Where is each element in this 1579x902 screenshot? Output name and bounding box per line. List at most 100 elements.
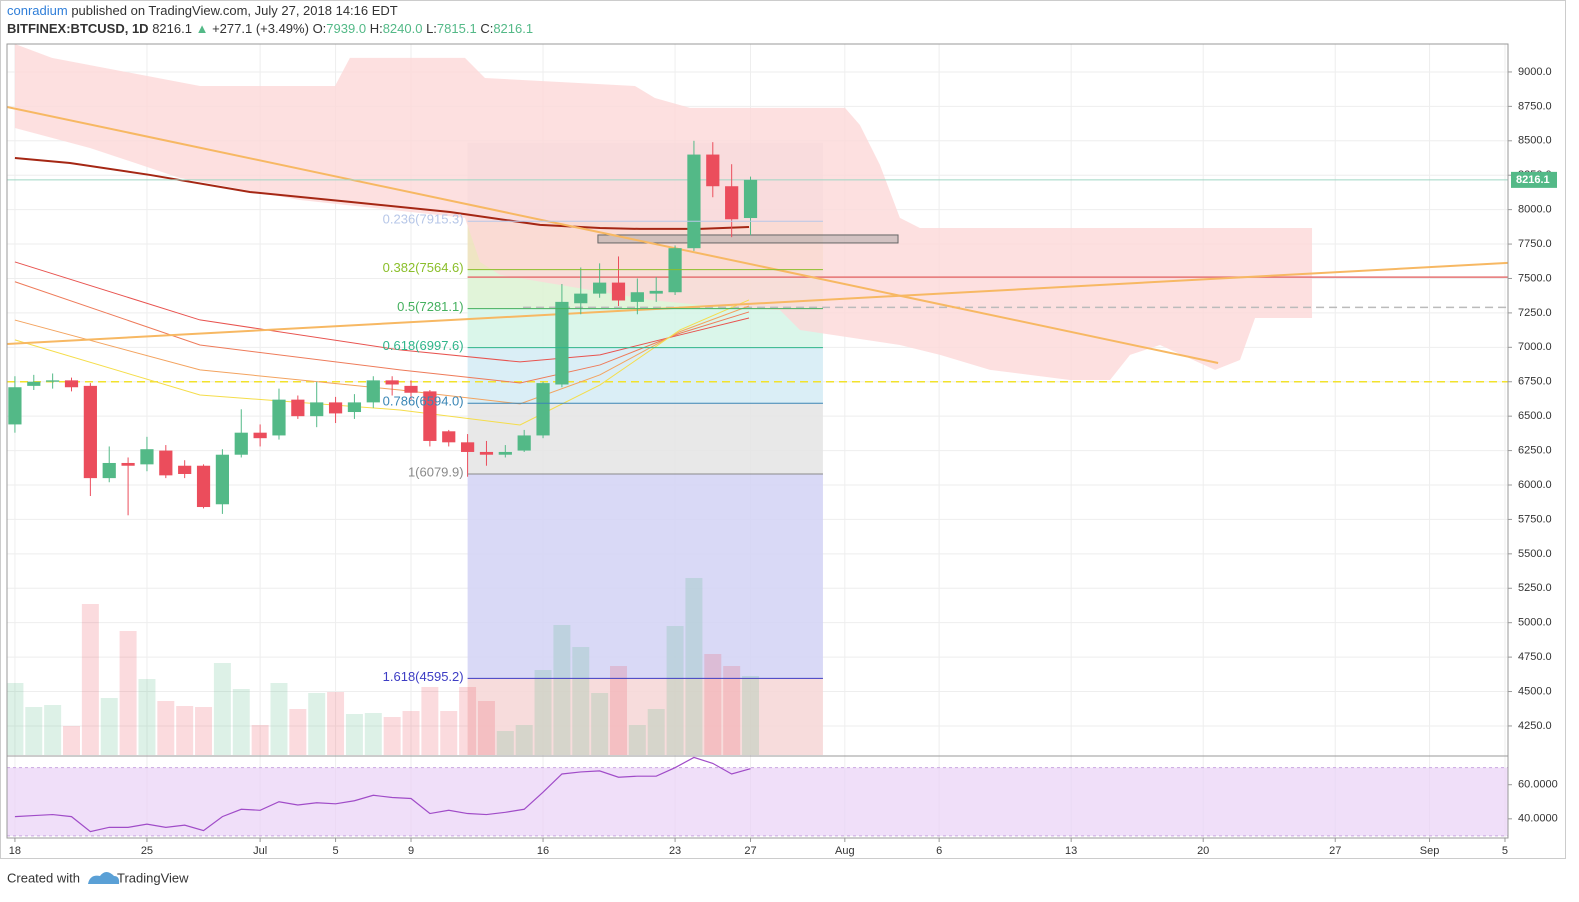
x-tick-label: 9 (408, 845, 414, 857)
moving-average (14, 157, 750, 230)
y-tick-label: 6750.0 (1518, 376, 1552, 388)
fib-label: 0.5(7281.1) (397, 299, 464, 314)
candle-body (121, 462, 135, 466)
fib-label: 1(6079.9) (408, 464, 464, 479)
volume-bar (534, 670, 552, 755)
rsi-tick-label: 40.0000 (1518, 813, 1558, 825)
price-label: 8216.1 (1516, 174, 1550, 186)
candle-body (234, 432, 248, 455)
o: 7939.0 (326, 21, 366, 36)
x-tick-label: 20 (1197, 845, 1209, 857)
candle-body (668, 248, 682, 293)
y-tick-label: 8000.0 (1518, 204, 1552, 216)
volume-bar (251, 725, 269, 755)
ema-line (14, 281, 750, 384)
candle-body (46, 380, 60, 382)
volume-bar (345, 714, 363, 755)
volume-bar (157, 701, 175, 755)
volume-bar (572, 647, 590, 755)
candle-body (347, 402, 362, 413)
pane-frame (6, 43, 1509, 839)
volume-bar (628, 725, 646, 755)
ichimoku-cloud (14, 44, 1313, 380)
x-tick-label: 27 (1329, 845, 1341, 857)
volume-bar (496, 731, 514, 755)
y-tick-label: 4500.0 (1518, 685, 1552, 697)
y-tick-label: 6000.0 (1518, 479, 1552, 491)
x-tick-label: Jul (253, 845, 267, 857)
candle-body (611, 282, 626, 301)
y-tick-label: 4250.0 (1518, 720, 1552, 732)
volume-bar (327, 692, 345, 755)
footer-brand[interactable]: TradingView (117, 870, 189, 885)
y-tick-label: 7250.0 (1518, 307, 1552, 319)
volume-bar (138, 679, 156, 755)
candle-body (687, 154, 701, 249)
volume-bar (232, 689, 250, 755)
candle-body (517, 435, 531, 451)
candle-body (310, 402, 324, 417)
volume-bar (195, 707, 213, 755)
layer (7, 44, 1508, 755)
candle-body (536, 383, 550, 436)
candle-body (574, 293, 588, 304)
x-tick-label: Aug (835, 845, 855, 857)
candle-body (215, 454, 230, 505)
x-tick-label: 16 (537, 845, 549, 857)
y-tick-label: 5000.0 (1518, 617, 1552, 629)
y-tick-label: 5250.0 (1518, 582, 1552, 594)
candle-body (498, 451, 512, 455)
candle-body (706, 154, 720, 187)
price-label-box (1511, 171, 1557, 188)
x-tick-label: 5 (333, 845, 339, 857)
header-line: conradium published on TradingView.com, … (7, 3, 398, 18)
volume-bar (81, 604, 99, 755)
candle-body (140, 449, 154, 465)
fib-label: 0.786(6594.0) (383, 394, 464, 409)
candle-body (725, 186, 739, 220)
volume-bar (704, 654, 722, 755)
y-tick-label: 9000.0 (1518, 66, 1552, 78)
ema-line (14, 261, 750, 363)
rsi-band (7, 767, 1508, 836)
l-label: L: (426, 21, 437, 36)
h: 8240.0 (383, 21, 423, 36)
candle-body (630, 292, 644, 302)
volume-bar (685, 578, 703, 755)
fib-label: 1.618(4595.2) (383, 669, 464, 684)
author[interactable]: conradium (7, 3, 68, 18)
candle-body (743, 179, 758, 219)
candle-body (460, 442, 475, 452)
rsi-line (14, 756, 751, 833)
l: 7815.1 (437, 21, 477, 36)
x-tick-label: 25 (141, 845, 153, 857)
y-tick-label: 8500.0 (1518, 135, 1552, 147)
volume-bar (440, 711, 458, 755)
y-tick-label: 6250.0 (1518, 444, 1552, 456)
y-tick-label: 5750.0 (1518, 513, 1552, 525)
candle-body (479, 451, 494, 455)
candle-body (159, 450, 173, 476)
candle-body (8, 387, 22, 425)
x-tick-label: 18 (9, 845, 21, 857)
candle-body (102, 462, 116, 479)
y-tick-label: 8750.0 (1518, 100, 1552, 112)
y-tick-label: 4750.0 (1518, 651, 1552, 663)
logo[interactable] (88, 872, 120, 884)
fib-label: 0.236(7915.3) (383, 212, 464, 227)
volume-bar (25, 707, 43, 755)
candle-body (328, 402, 343, 414)
volume-bar (666, 626, 684, 755)
volume-bar (308, 693, 326, 755)
x-tick-label: 5 (1502, 845, 1508, 857)
zone-box (597, 234, 899, 244)
volume-bar (647, 709, 665, 755)
candle-body (423, 391, 437, 441)
last: 8216.1 (152, 21, 192, 36)
trend-line (7, 105, 1219, 364)
candle-body (366, 380, 380, 403)
volume-bar (459, 687, 477, 755)
candle-body (649, 290, 663, 294)
volume-bar (383, 717, 401, 755)
candle-body (83, 385, 97, 479)
